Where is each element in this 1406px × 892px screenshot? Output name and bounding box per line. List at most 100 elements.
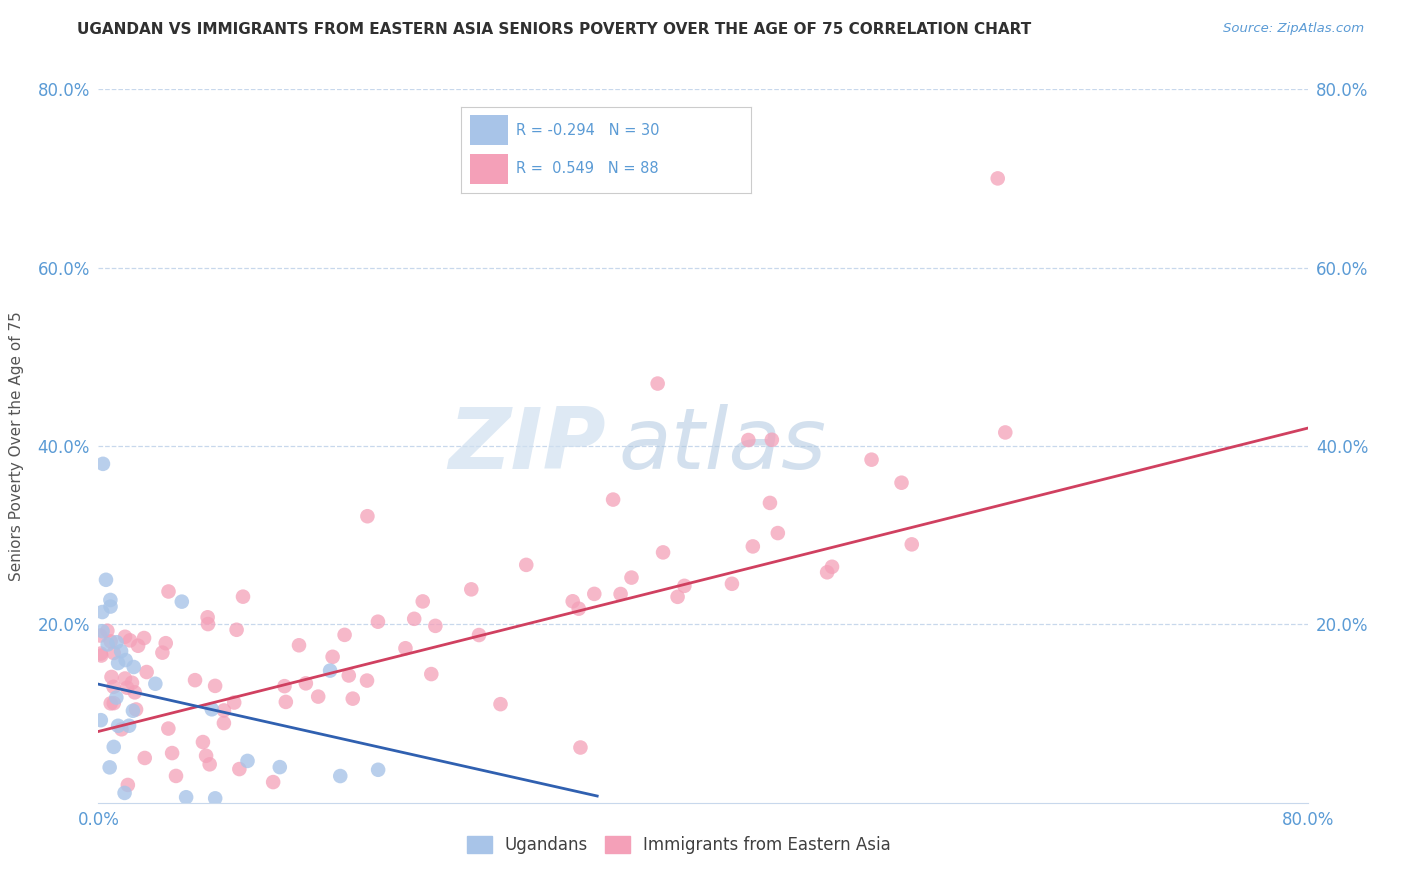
Point xyxy=(394,641,416,656)
Point xyxy=(91,605,114,619)
Point xyxy=(170,594,193,608)
Point xyxy=(105,635,128,649)
Point xyxy=(105,690,128,705)
Point xyxy=(191,735,214,749)
Point xyxy=(356,673,378,688)
Point xyxy=(157,584,180,599)
Point xyxy=(815,566,838,580)
Point xyxy=(121,675,143,690)
Point xyxy=(568,601,591,615)
Point xyxy=(602,492,624,507)
Point xyxy=(114,786,136,800)
Point xyxy=(342,691,364,706)
Point xyxy=(489,697,512,711)
Point xyxy=(107,719,129,733)
Point xyxy=(118,719,141,733)
Point xyxy=(766,526,789,541)
Point xyxy=(460,582,482,597)
Point xyxy=(890,475,912,490)
Point xyxy=(821,559,844,574)
Point xyxy=(122,660,145,674)
Point xyxy=(96,624,118,638)
Point xyxy=(337,668,360,682)
Point xyxy=(228,762,250,776)
Point xyxy=(307,690,329,704)
Point xyxy=(319,664,342,678)
Point xyxy=(103,680,125,694)
Point xyxy=(274,695,297,709)
Point xyxy=(721,576,744,591)
Point xyxy=(269,760,291,774)
Point xyxy=(117,778,139,792)
Text: UGANDAN VS IMMIGRANTS FROM EASTERN ASIA SENIORS POVERTY OVER THE AGE OF 75 CORRE: UGANDAN VS IMMIGRANTS FROM EASTERN ASIA … xyxy=(77,22,1032,37)
Point xyxy=(114,630,136,644)
Point xyxy=(155,636,177,650)
Point xyxy=(132,631,155,645)
Point xyxy=(103,696,125,710)
Point xyxy=(987,171,1010,186)
Point xyxy=(107,656,129,670)
Point xyxy=(322,649,344,664)
Point xyxy=(356,509,378,524)
Point xyxy=(135,665,157,679)
Point xyxy=(122,704,145,718)
Point xyxy=(761,433,783,447)
Point xyxy=(197,617,219,632)
Point xyxy=(160,746,183,760)
Point xyxy=(652,545,675,559)
Y-axis label: Seniors Poverty Over the Age of 75: Seniors Poverty Over the Age of 75 xyxy=(8,311,24,581)
Point xyxy=(273,679,295,693)
Point xyxy=(741,540,763,554)
Point xyxy=(561,594,583,608)
Point xyxy=(583,587,606,601)
Point xyxy=(367,615,389,629)
Point xyxy=(195,748,218,763)
Point xyxy=(100,599,122,614)
Point xyxy=(100,593,122,607)
Point xyxy=(329,769,352,783)
Point xyxy=(91,624,114,639)
Point xyxy=(198,757,221,772)
Point xyxy=(118,633,141,648)
Point xyxy=(125,702,148,716)
Point xyxy=(157,722,180,736)
Point xyxy=(759,496,782,510)
Point xyxy=(89,628,111,642)
Point xyxy=(468,628,491,642)
Point xyxy=(152,646,174,660)
Point xyxy=(97,637,120,651)
Point xyxy=(412,594,434,608)
Text: atlas: atlas xyxy=(619,404,827,488)
Point xyxy=(100,697,122,711)
Point xyxy=(212,703,235,717)
Point xyxy=(994,425,1017,440)
Point xyxy=(420,667,443,681)
Point xyxy=(224,696,246,710)
Point xyxy=(201,702,224,716)
Point xyxy=(569,740,592,755)
Point xyxy=(143,677,166,691)
Point xyxy=(127,639,149,653)
Point xyxy=(666,590,689,604)
Point xyxy=(91,457,114,471)
Point xyxy=(114,653,136,667)
Point xyxy=(103,646,125,660)
Point xyxy=(900,537,922,551)
Point xyxy=(620,571,643,585)
Point xyxy=(90,713,112,727)
Text: ZIP: ZIP xyxy=(449,404,606,488)
Point xyxy=(204,791,226,805)
Point xyxy=(647,376,669,391)
Point xyxy=(860,452,883,467)
Point xyxy=(232,590,254,604)
Text: Source: ZipAtlas.com: Source: ZipAtlas.com xyxy=(1223,22,1364,36)
Point xyxy=(134,751,156,765)
Point xyxy=(225,623,247,637)
Point xyxy=(94,573,117,587)
Point xyxy=(114,672,136,686)
Point xyxy=(609,587,631,601)
Point xyxy=(333,628,356,642)
Point xyxy=(110,644,132,658)
Point xyxy=(174,790,197,805)
Point xyxy=(165,769,187,783)
